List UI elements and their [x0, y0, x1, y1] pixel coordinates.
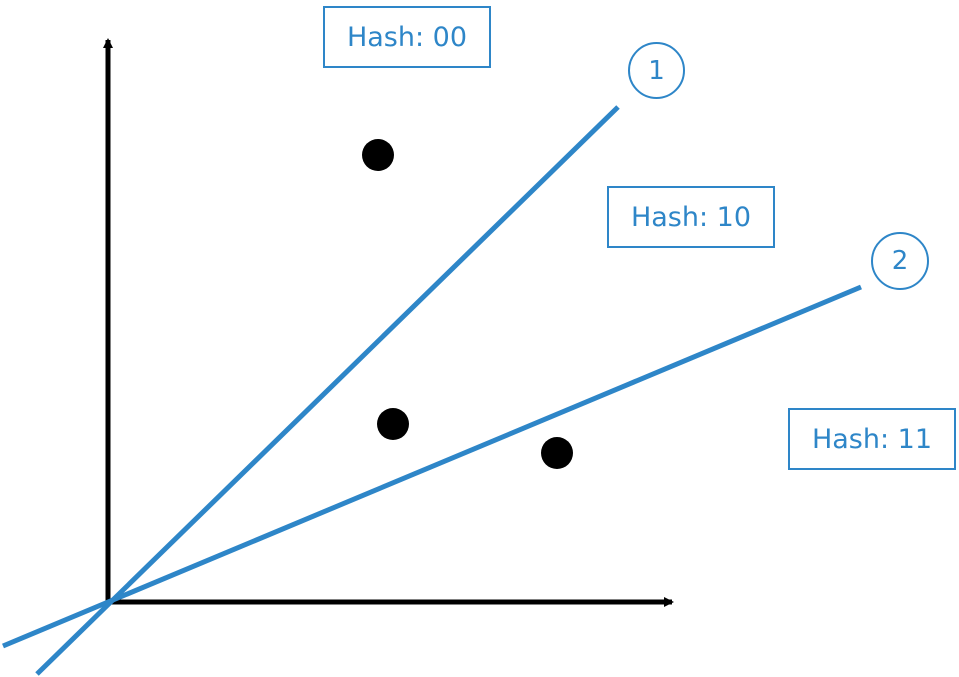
- hash-label-10: Hash: 10: [607, 186, 775, 248]
- hyperplane-label-1: 1: [628, 42, 685, 99]
- hyperplane-line-2: [2, 284, 862, 649]
- data-point: [362, 139, 394, 171]
- data-point: [377, 408, 409, 440]
- data-point: [541, 437, 573, 469]
- hash-label-11: Hash: 11: [788, 408, 956, 470]
- hash-label-00: Hash: 00: [323, 6, 491, 68]
- hyperplane-line-1: [35, 105, 620, 676]
- hyperplane-label-2: 2: [871, 232, 929, 290]
